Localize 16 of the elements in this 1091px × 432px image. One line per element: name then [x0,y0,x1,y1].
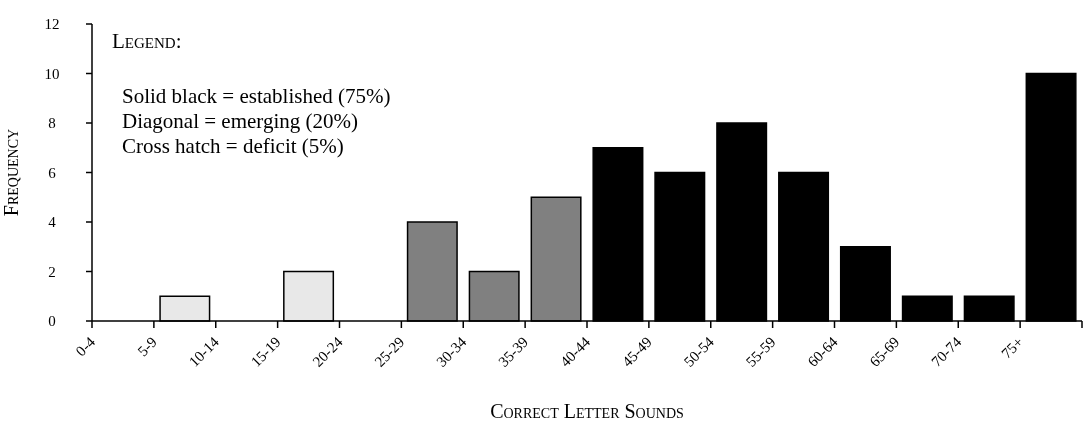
x-tick-label: 5-9 [134,333,160,360]
y-tick-label: 4 [48,214,57,231]
y-tick-label: 8 [48,115,56,132]
y-tick-label: 10 [44,65,60,82]
annotation: Diagonal = emerging (20%) [122,109,358,133]
annotation: Legend: [112,29,182,53]
x-tick-label: 75+ [998,333,1027,362]
y-axis-title: Frequency [0,128,22,217]
annotation: Solid black = established (75%) [122,84,391,108]
y-tick-label: 0 [48,313,56,330]
annotation: Cross hatch = deficit (5%) [122,134,344,158]
x-tick-label: 0-4 [72,333,99,360]
y-tick-label: 12 [44,16,60,33]
y-tick-label: 6 [48,164,57,181]
x-axis-title: Correct Letter Sounds [490,400,684,422]
y-tick-label: 2 [48,263,56,280]
